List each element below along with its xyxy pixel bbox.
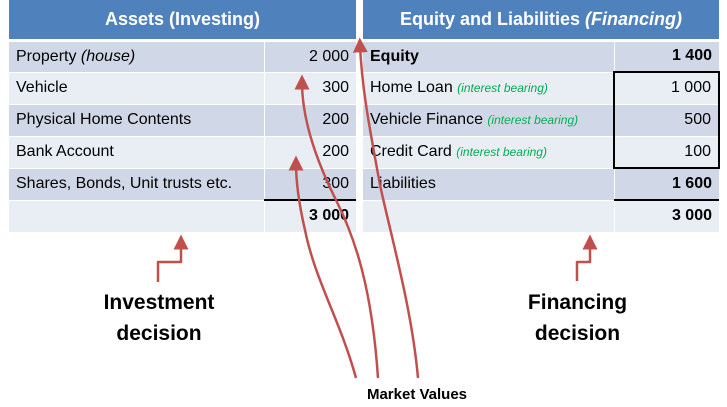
asset-label: Property (house) xyxy=(9,40,264,73)
asset-label: Shares, Bonds, Unit trusts etc. xyxy=(9,168,264,201)
asset-label: Physical Home Contents xyxy=(9,104,264,137)
equity-total-row: 3 000 xyxy=(363,199,719,233)
asset-label: Vehicle xyxy=(9,72,264,105)
liability-note: (interest bearing) xyxy=(487,113,579,127)
asset-value: 200 xyxy=(263,136,357,169)
equity-liabilities-table: Equity and Liabilities (Financing) Equit… xyxy=(363,0,720,233)
financing-label: (Financing) xyxy=(585,8,683,29)
assets-total-spacer xyxy=(9,200,264,233)
equity-total-value: 3 000 xyxy=(613,199,719,233)
liabilities-label: Liabilities xyxy=(363,168,614,201)
asset-value: 300 xyxy=(263,168,357,201)
assets-table: Assets (Investing) Property (house) 2 00… xyxy=(9,0,357,233)
liability-note: (interest bearing) xyxy=(457,81,548,95)
liability-note: (interest bearing) xyxy=(456,145,547,159)
financing-arrow xyxy=(575,234,598,281)
table-row: Property (house) 2 000 xyxy=(9,40,357,73)
table-row: Vehicle Finance (interest bearing) 500 xyxy=(363,104,720,137)
table-row: Home Loan (interest bearing) 1 000 xyxy=(363,71,720,105)
asset-value: 300 xyxy=(263,72,357,105)
table-row: Shares, Bonds, Unit trusts etc. 300 xyxy=(9,168,357,201)
investment-decision-label: Investment decision xyxy=(103,291,215,345)
asset-label: Bank Account xyxy=(9,136,264,169)
liabilities-total-row: Liabilities 1 600 xyxy=(363,168,719,201)
equity-header-row: Equity and Liabilities (Financing) xyxy=(363,0,719,42)
liability-label: Home Loan (interest bearing) xyxy=(363,72,614,105)
financing-decision-label: Financing decision xyxy=(527,291,628,345)
table-row: Physical Home Contents 200 xyxy=(9,104,357,137)
liability-label: Credit Card (interest bearing) xyxy=(363,136,614,169)
investment-arrow xyxy=(156,234,189,282)
table-row: Credit Card (interest bearing) 100 xyxy=(363,136,720,169)
liability-value: 1 000 xyxy=(613,71,720,105)
table-row: Vehicle 300 xyxy=(9,72,357,105)
equity-value: 1 400 xyxy=(613,40,719,73)
liability-value: 100 xyxy=(613,136,720,169)
market-values-label: Market Values xyxy=(366,386,468,403)
asset-value: 200 xyxy=(263,104,357,137)
equity-liabilities-header: Equity and Liabilities (Financing) xyxy=(363,0,719,42)
assets-header: Assets (Investing) xyxy=(9,0,357,42)
asset-value: 2 000 xyxy=(263,40,357,73)
equity-row: Equity 1 400 xyxy=(363,40,719,73)
assets-header-row: Assets (Investing) xyxy=(9,0,357,42)
equity-label: Equity xyxy=(363,40,614,73)
liability-value: 500 xyxy=(613,104,720,137)
liability-label: Vehicle Finance (interest bearing) xyxy=(363,104,614,137)
assets-total-value: 3 000 xyxy=(263,199,357,233)
equity-total-spacer xyxy=(363,200,614,233)
asset-note: (house) xyxy=(80,47,136,65)
table-row: Bank Account 200 xyxy=(9,136,357,169)
assets-total-row: 3 000 xyxy=(9,199,357,233)
liabilities-value: 1 600 xyxy=(613,168,719,201)
